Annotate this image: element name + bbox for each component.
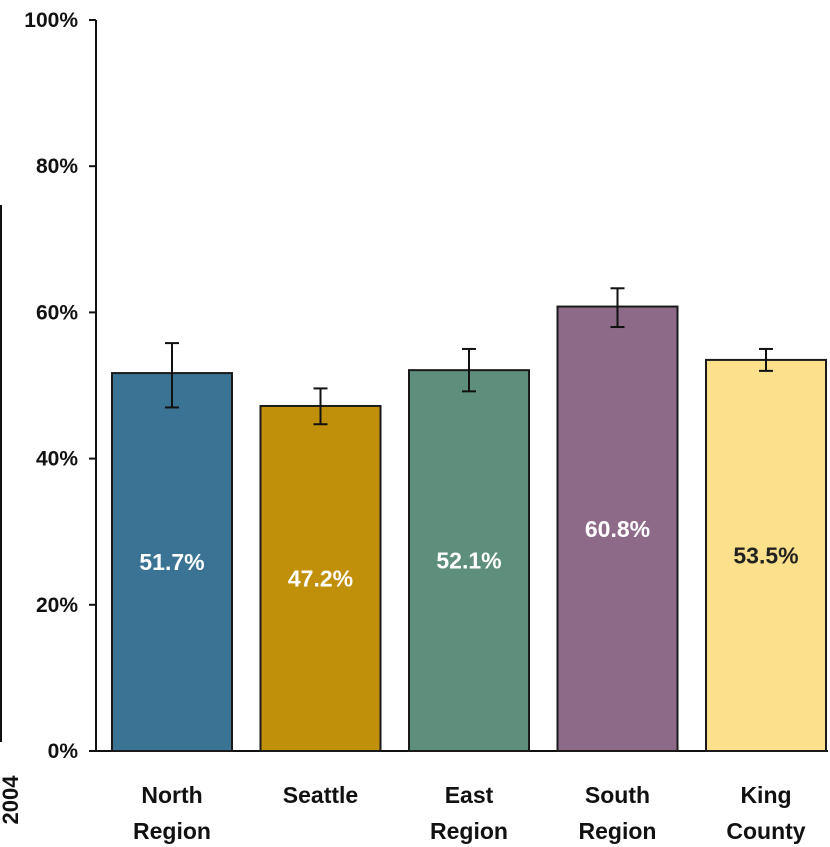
- left-edge-fragment: 2004: [0, 205, 23, 824]
- category-label: South: [585, 782, 650, 808]
- category-labels: North Region Seattle East Region South Region K…: [133, 782, 806, 844]
- category-label: East: [445, 782, 494, 808]
- bar-value-label: 53.5%: [733, 542, 798, 568]
- category-label: North: [141, 782, 202, 808]
- category-label: Region: [579, 818, 657, 844]
- bar: [556, 305, 679, 752]
- bar-value-label: 51.7%: [139, 549, 204, 575]
- category-label: Seattle: [283, 782, 358, 808]
- category-label: Region: [430, 818, 508, 844]
- bar: [259, 404, 382, 752]
- bar-value-label: 52.1%: [436, 548, 501, 574]
- y-tick-label: 80%: [36, 155, 78, 178]
- error-bars: [165, 287, 773, 426]
- bar: [408, 369, 530, 752]
- y-tick-label: 100%: [24, 9, 78, 32]
- category-label: County: [726, 818, 805, 844]
- y-tick-label: 0%: [48, 740, 79, 763]
- category-label: Region: [133, 818, 211, 844]
- value-labels: 51.7% 47.2% 52.1% 60.8% 53.5%: [139, 516, 798, 592]
- y-tick-label: 40%: [36, 448, 78, 471]
- bar: [705, 358, 827, 752]
- y-tick-label: 60%: [36, 301, 78, 324]
- category-label: King: [740, 782, 791, 808]
- y-tick-label: 20%: [36, 594, 78, 617]
- side-year-label: 2004: [0, 775, 23, 825]
- bar-value-label: 60.8%: [585, 516, 650, 542]
- bar-value-label: 47.2%: [288, 565, 353, 591]
